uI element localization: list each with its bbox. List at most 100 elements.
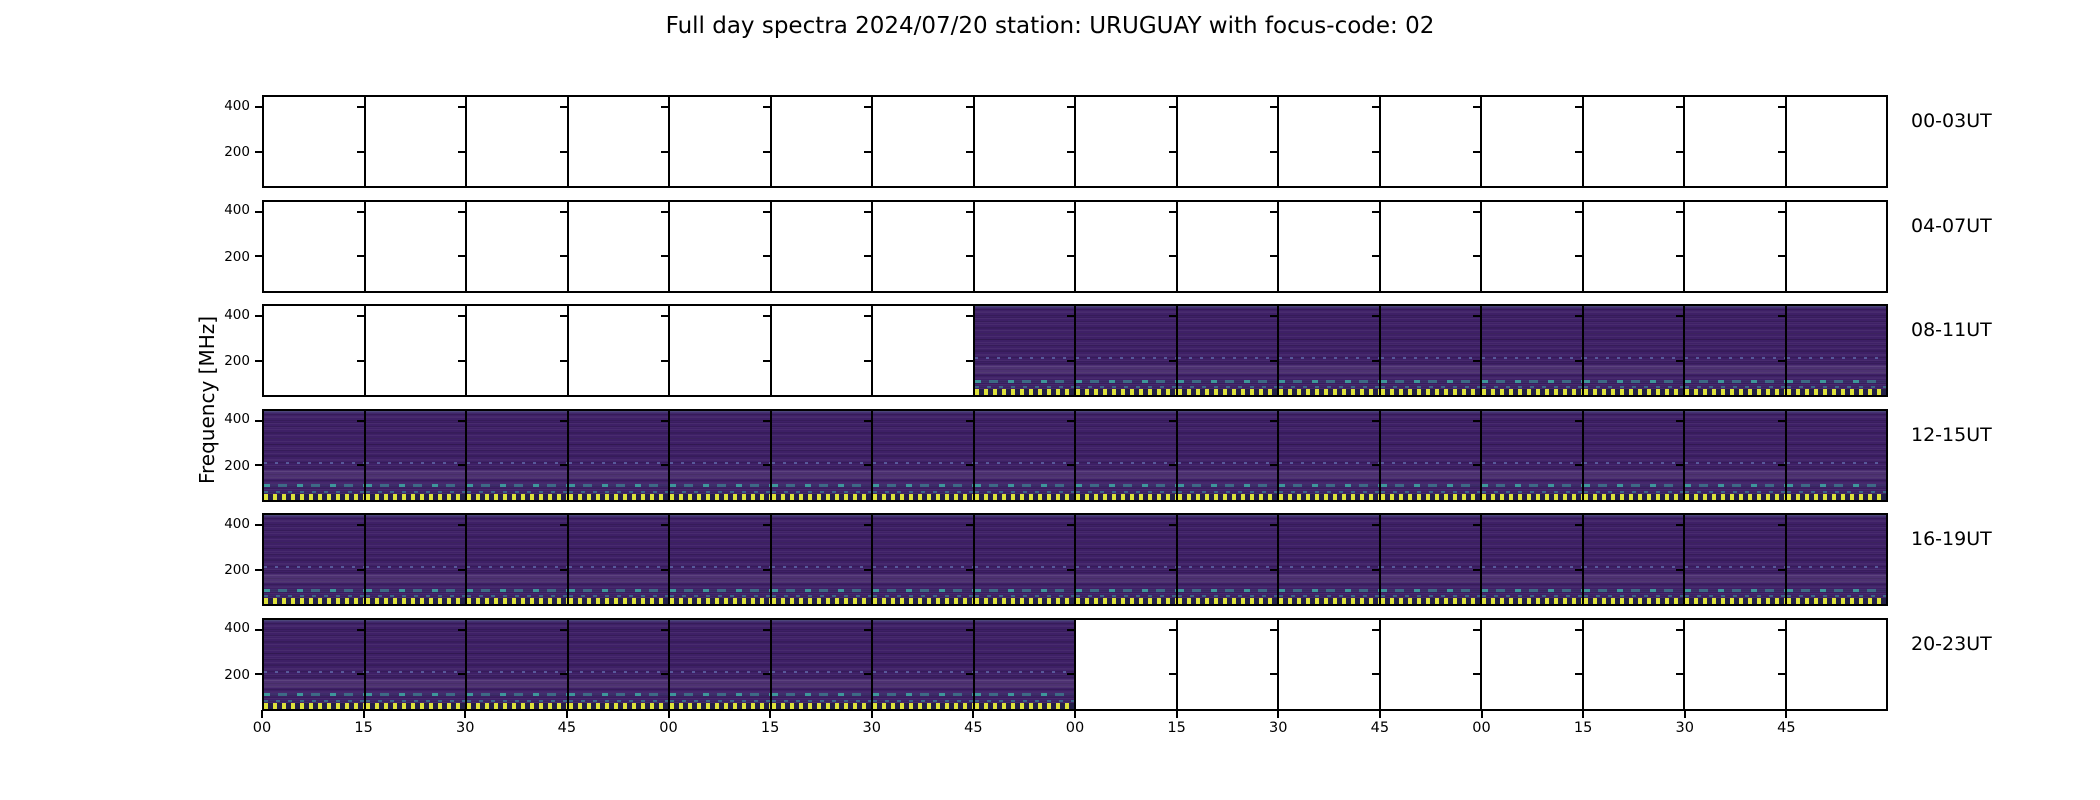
y-tick (356, 150, 364, 153)
x-tick-label: 30 (862, 720, 881, 736)
y-tick (559, 524, 567, 527)
spectrogram-segment (1574, 306, 1683, 395)
y-tick (1371, 359, 1379, 362)
y-tick (864, 106, 871, 109)
y-tick (356, 106, 364, 109)
y-tick (1067, 419, 1074, 422)
empty-segment (1168, 97, 1277, 186)
y-tick (255, 628, 262, 631)
x-tick-label: 45 (1777, 720, 1796, 736)
empty-segment (1371, 201, 1480, 291)
spectrogram-segment (1270, 515, 1379, 604)
y-tick (661, 315, 668, 318)
empty-segment (255, 201, 364, 291)
y-tick (965, 419, 973, 422)
y-tick (559, 255, 567, 258)
empty-segment (559, 97, 668, 186)
empty-segment (1270, 619, 1379, 709)
x-tick (1683, 710, 1686, 718)
spectrogram-segment (559, 619, 668, 709)
spectrogram-segment (762, 515, 871, 604)
spectrogram-segment (864, 619, 973, 709)
spectrogram-segment (965, 410, 1074, 500)
y-tick (1270, 673, 1277, 676)
empty-segment (1676, 619, 1785, 709)
y-tick (1473, 673, 1480, 676)
y-tick (559, 673, 567, 676)
y-tick (255, 315, 262, 318)
y-tick (1168, 150, 1176, 153)
empty-segment (1473, 201, 1582, 291)
spectrogram-segment (1473, 515, 1582, 604)
y-tick (356, 628, 364, 631)
y-tick (762, 150, 770, 153)
x-tick (1378, 710, 1381, 718)
x-tick-label: 15 (1573, 720, 1593, 736)
y-tick (1270, 210, 1277, 213)
y-tick-label: 400 (224, 515, 250, 532)
y-tick (1676, 106, 1683, 109)
y-tick-label: 400 (224, 202, 250, 218)
y-tick (1574, 628, 1582, 631)
spectrogram-segment (356, 619, 465, 709)
y-tick (1371, 150, 1379, 153)
y-tick (864, 628, 871, 631)
y-tick (255, 419, 262, 422)
y-tick (1777, 315, 1785, 318)
x-tick-label: 30 (456, 720, 475, 736)
x-tick (261, 710, 263, 718)
x-tick-label: 30 (1675, 720, 1694, 736)
y-tick (559, 315, 567, 318)
y-tick (762, 673, 770, 676)
spectrogram-segment (255, 619, 364, 709)
empty-segment (661, 306, 770, 395)
empty-segment (1777, 97, 1886, 186)
spectrogram-segment (1371, 410, 1480, 500)
y-tick (458, 673, 465, 676)
empty-segment (762, 306, 871, 395)
y-tick (965, 628, 973, 631)
y-tick (1473, 106, 1480, 109)
chart-title: Full day spectra 2024/07/20 station: URU… (665, 13, 1435, 39)
y-tick (1067, 315, 1074, 318)
x-tick-label: 15 (354, 720, 373, 736)
y-tick (1168, 464, 1176, 467)
y-tick (356, 255, 364, 258)
y-tick (1067, 628, 1074, 631)
y-tick (661, 464, 668, 467)
y-tick (1473, 524, 1480, 527)
y-tick (1270, 628, 1277, 631)
y-tick (1676, 210, 1683, 213)
y-tick (1473, 359, 1480, 362)
y-tick (965, 150, 973, 153)
y-tick (458, 419, 465, 422)
y-tick (1574, 524, 1582, 527)
y-tick (1270, 464, 1277, 467)
empty-segment (1574, 201, 1683, 291)
y-tick (1270, 568, 1277, 571)
y-tick (762, 419, 770, 422)
spectra-panel-20-23UT (255, 617, 1888, 711)
y-tick-label: 200 (224, 248, 250, 265)
y-tick (356, 524, 364, 527)
y-tick (1473, 628, 1480, 631)
y-tick (1676, 419, 1683, 422)
spectrogram-segment (1067, 306, 1176, 395)
y-tick (965, 255, 973, 258)
y-tick (1574, 150, 1582, 153)
y-tick (356, 210, 364, 213)
y-tick (1574, 210, 1582, 213)
spectrogram-segment (661, 619, 770, 709)
y-tick (1067, 210, 1074, 213)
y-tick (661, 524, 668, 527)
panel-time-label: 20-23UT (1911, 632, 1992, 655)
empty-segment (1777, 619, 1886, 709)
x-tick (1480, 710, 1483, 718)
y-tick (1067, 568, 1074, 571)
spectrogram-segment (1676, 515, 1785, 604)
y-tick (661, 210, 668, 213)
spectrogram-segment (1270, 410, 1379, 500)
y-tick (1168, 673, 1176, 676)
spectrogram-segment (1168, 410, 1277, 500)
